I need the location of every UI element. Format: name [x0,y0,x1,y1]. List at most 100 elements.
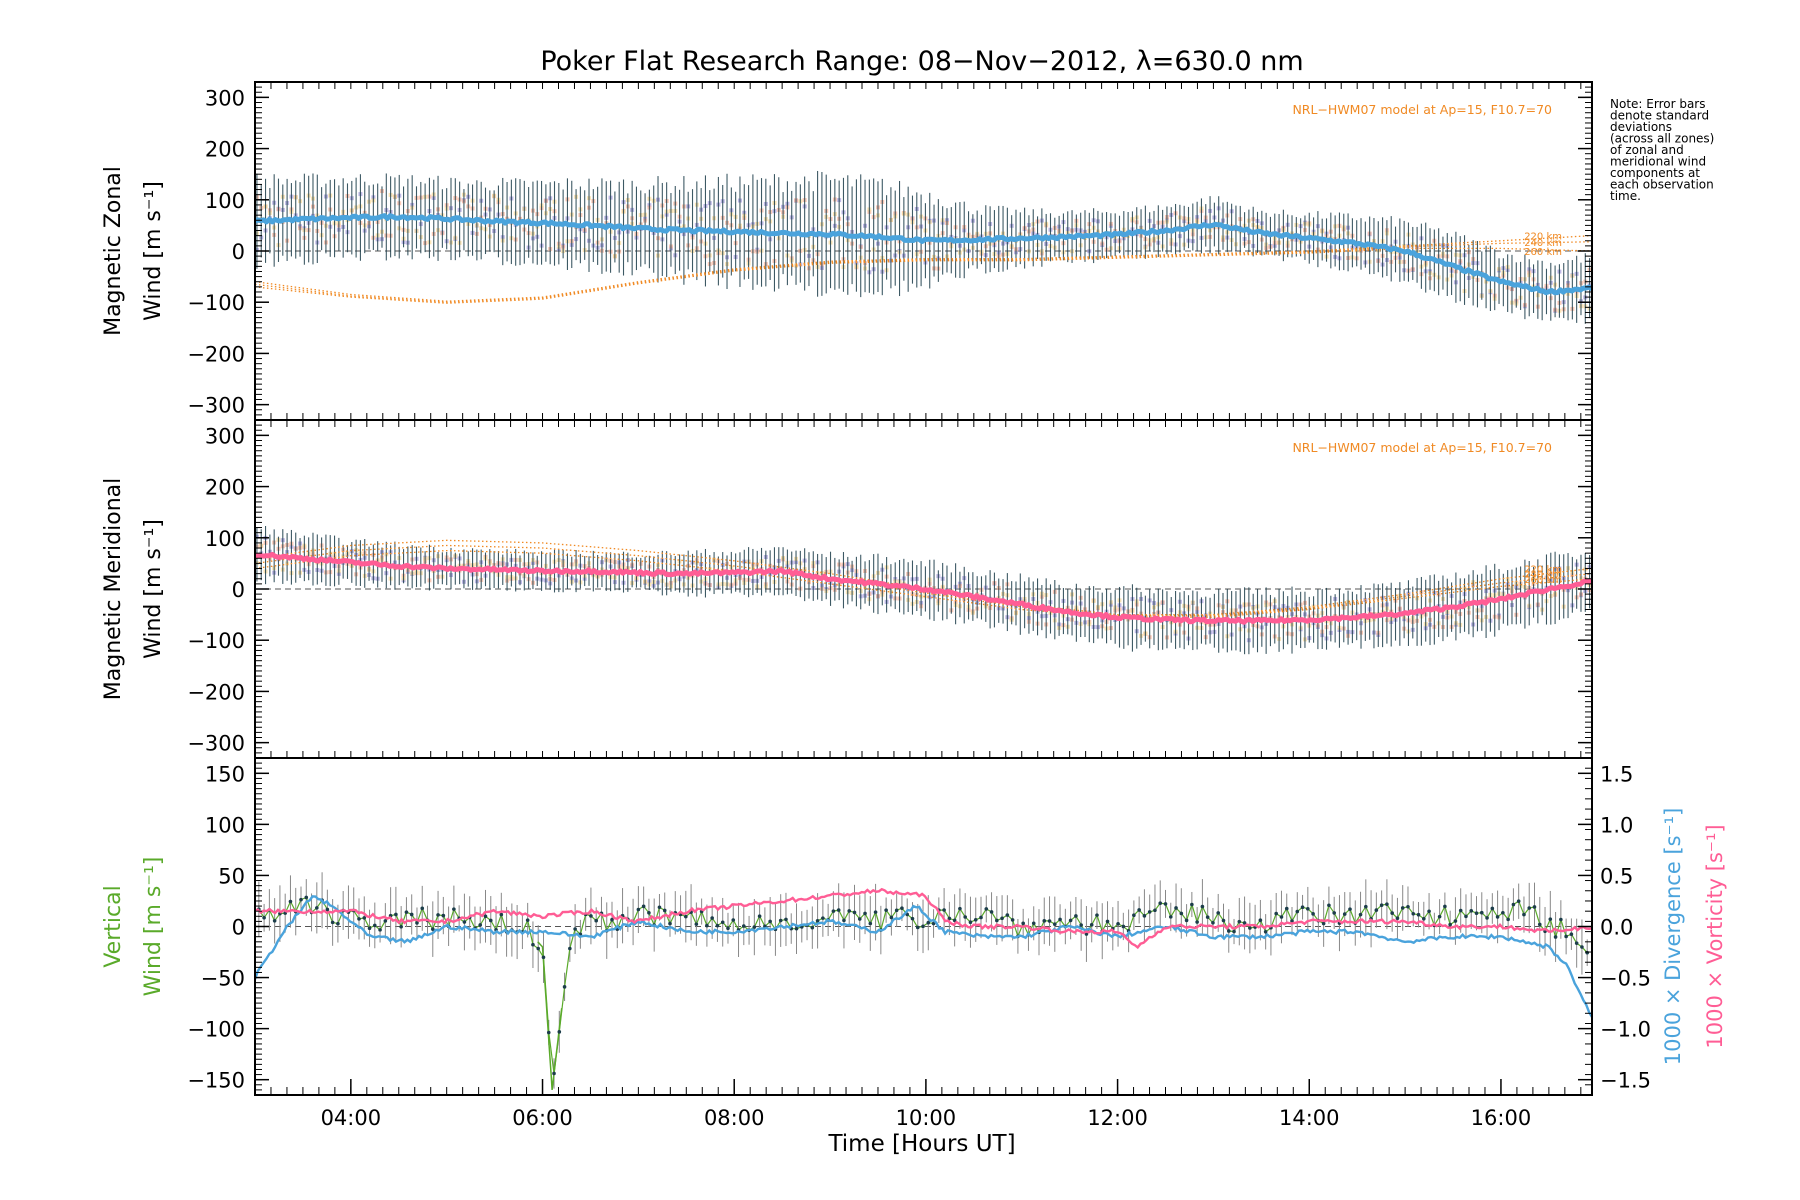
vertical-wind-point [741,924,746,928]
y-axis-label-line2: Wind [m s⁻¹] [141,519,166,659]
plot-area [255,525,1592,655]
vertical-wind-point [1559,917,1563,922]
model-altitude-label: 260 km [1524,575,1562,586]
note-line: time. [1610,189,1641,203]
y-tick-label: −50 [201,967,245,991]
vertical-wind-point [557,1030,562,1034]
vertical-wind-point [873,910,878,914]
vertical-wind-point [1348,907,1352,911]
vertical-wind-point [1174,906,1178,910]
vertical-wind-point [989,910,994,914]
x-tick-label: 10:00 [896,1106,957,1130]
vertical-wind-point [1168,915,1173,919]
y-axis-label-line1: Vertical [101,885,126,967]
x-tick-label: 16:00 [1471,1106,1532,1130]
vertical-wind-point [1274,911,1278,916]
vertical-wind-point [1411,911,1416,916]
vertical-wind-point [1147,910,1152,914]
vertical-wind-point [315,906,319,910]
vertical-wind-point [757,914,762,918]
vertical-wind-point [1421,916,1426,921]
y-tick-label: 200 [205,138,245,162]
vertical-wind-point [963,915,967,919]
vertical-wind-point [452,907,456,911]
y-tick-label: 300 [205,424,245,448]
vertical-wind-point [705,923,709,928]
vertical-wind-point [1395,916,1400,921]
y-tick-label: 50 [218,864,245,888]
vertical-wind-point [1464,914,1468,919]
vertical-wind-point [968,920,973,925]
vertical-wind-point [1290,919,1294,923]
x-axis-label: Time [Hours UT] [827,1131,1015,1157]
vertical-wind-point [720,920,725,925]
vertical-wind-point [926,920,931,925]
vertical-wind-point [568,946,572,951]
vertical-wind-point [1443,904,1447,909]
model-curve [255,234,1592,302]
vertical-wind-point [1242,921,1247,925]
y-tick-label: −200 [187,342,245,366]
y-tick-label: 100 [205,189,245,213]
meridional-panel: NRL−HWM07 model at Ap=15, F10.7=70 220 km… [101,419,1593,759]
model-curve [255,549,1592,618]
vertical-wind-point [1548,917,1553,921]
vertical-wind-point [525,918,530,922]
vertical-wind-point [394,912,398,917]
vertical-wind-point [552,1071,556,1076]
vertical-wind-point [573,927,577,931]
vertical-wind-point [847,909,852,913]
vertical-wind-point [336,921,340,926]
vertical-wind-point [499,912,504,917]
vertical-wind-point [1527,906,1532,910]
y2-tick-label: −0.5 [1600,967,1651,991]
vertical-wind-point [1327,903,1331,908]
vertical-wind-point [1474,911,1479,916]
chart-title: Poker Flat Research Range: 08−Nov−2012, … [540,46,1303,77]
vertical-wind-point [436,913,440,917]
mean-wind-line [255,551,1592,625]
vertical-wind-point [641,904,646,909]
vertical-wind-point [647,910,651,915]
vertical-wind-point [1374,908,1379,912]
vertical-wind-point [1364,904,1368,909]
vertical-wind-point [979,915,983,920]
y-tick-label: −200 [187,680,245,704]
vertical-wind-point [1179,911,1184,916]
vertical-wind-point [1448,922,1452,927]
vertical-wind-point [1105,919,1110,924]
divergence-line [255,895,1592,1018]
vorticity-axis-label: 1000 × Vorticity [s⁻¹] [1703,824,1727,1048]
model-altitude-label: 260 km [1524,247,1562,258]
note-line: (across all zones) [1610,132,1714,146]
y-tick-label: 150 [205,762,245,786]
model-label: NRL−HWM07 model at Ap=15, F10.7=70 [1292,102,1552,117]
vertical-wind-point [1237,919,1242,924]
y-tick-label: −300 [187,394,245,418]
vertical-wind-point [921,924,925,929]
vertical-wind-point [1306,907,1310,911]
vertical-wind-point [325,907,330,912]
vertical-wind-point [415,921,419,925]
vertical-wind-point [1095,913,1099,917]
vertical-wind-point [1332,911,1336,915]
x-tick-label: 06:00 [512,1106,573,1130]
vertical-wind-point [984,907,989,911]
vertical-wind-point [852,910,857,915]
vertical-wind-point [1469,909,1474,913]
y2-tick-label: 1.5 [1600,762,1633,786]
vertical-wind-point [1427,909,1431,914]
vertical-wind-point [636,907,641,912]
vertical-wind-point [1089,923,1094,927]
model-altitude-label: 220 km [1524,565,1562,576]
vertical-wind-point [662,908,667,913]
vertical-wind-point [1479,910,1484,915]
vertical-wind-point [304,895,309,900]
y-tick-label: −150 [187,1069,245,1093]
divergence-axis-label: 1000 × Divergence [s⁻¹] [1661,808,1685,1066]
model-label: NRL−HWM07 model at Ap=15, F10.7=70 [1292,440,1552,455]
vertical-wind-point [1537,922,1542,927]
vertical-wind-point [1005,913,1010,917]
vertical-wind-point [1211,921,1215,925]
